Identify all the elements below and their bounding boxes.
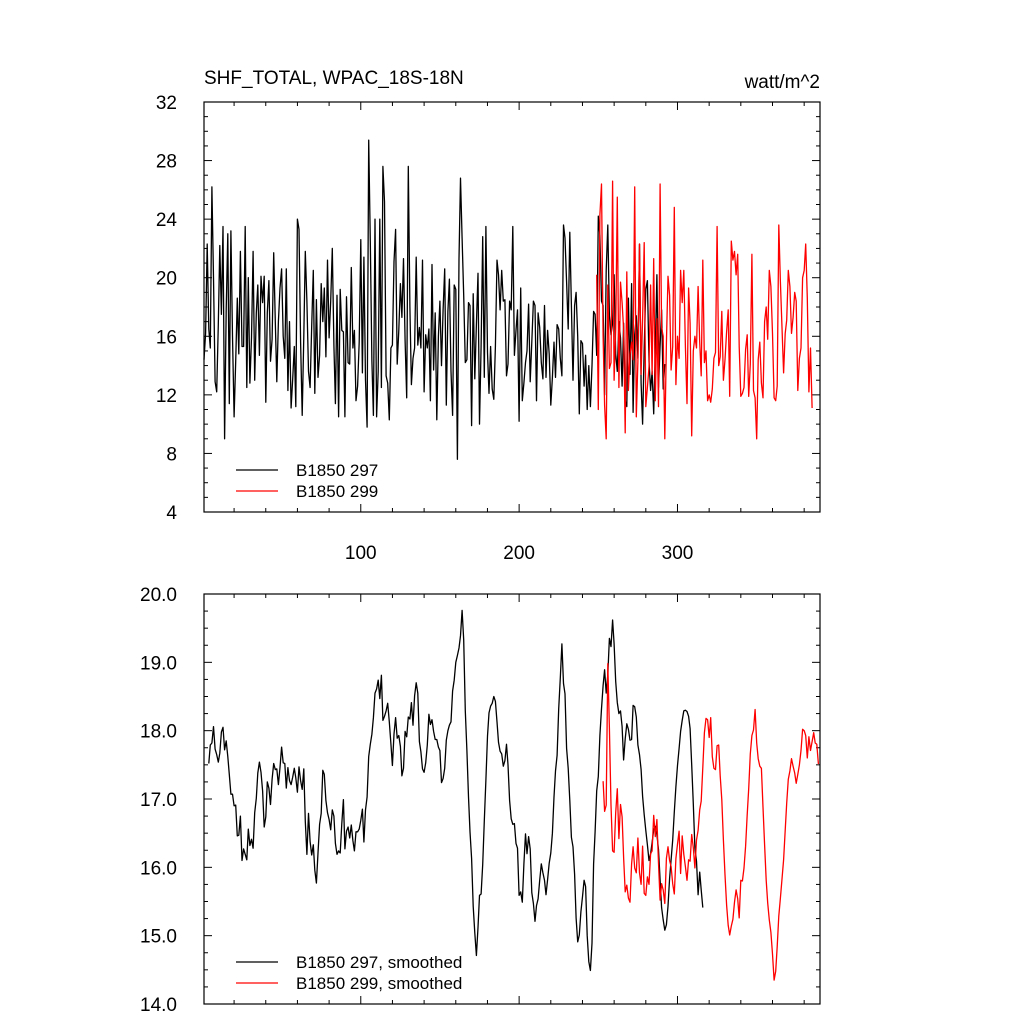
- top-series-line-1: [203, 139, 666, 460]
- top-x-tick-label: 100: [345, 543, 377, 564]
- bottom-chart-plot: 14.0 15.0 16.0 17.0 18.0 19.0 20.0: [140, 585, 821, 1016]
- top-chart: SHF_TOTAL, WPAC_18S-18N watt/m^2 4 8 12 16 2…: [156, 68, 821, 564]
- bottom-series-line-2: [602, 663, 820, 981]
- top-chart-plot: 4 8 12 16 20 24 28 32 100 200 300: [156, 93, 821, 564]
- top-chart-title: SHF_TOTAL, WPAC_18S-18N: [204, 68, 464, 89]
- top-y-tick-label: 32: [156, 93, 177, 114]
- top-y-tick-label: 8: [166, 444, 177, 465]
- bottom-y-tick-label: 17.0: [140, 790, 177, 811]
- top-y-tick-label: 24: [156, 210, 178, 231]
- top-x-tick-label: 200: [503, 543, 535, 564]
- bottom-y-tick-label: 15.0: [140, 927, 177, 948]
- bottom-chart-legend: B1850 297, smoothed B1850 299, smoothed: [236, 953, 462, 993]
- top-legend-label-2: B1850 299: [296, 482, 378, 501]
- top-y-tick-label: 28: [156, 152, 177, 173]
- top-legend-label-1: B1850 297: [296, 461, 378, 480]
- bottom-y-tick-label: 16.0: [140, 858, 177, 879]
- top-y-tick-label: 4: [166, 503, 177, 524]
- bottom-plot-frame: [203, 593, 821, 1005]
- top-y-tick-label: 20: [156, 269, 177, 290]
- top-x-tick-label: 300: [662, 543, 694, 564]
- top-chart-legend: B1850 297 B1850 299: [236, 461, 378, 501]
- top-y-tick-label: 16: [156, 327, 177, 348]
- bottom-y-tick-label: 14.0: [140, 995, 177, 1016]
- bottom-legend-label-2: B1850 299, smoothed: [296, 974, 462, 993]
- top-series-line-2: [596, 180, 813, 440]
- bottom-y-tick-label: 18.0: [140, 722, 177, 743]
- bottom-y-tick-label: 20.0: [140, 585, 177, 606]
- bottom-chart: 14.0 15.0 16.0 17.0 18.0 19.0 20.0 B1850 297, …: [140, 585, 821, 1016]
- bottom-series-line-1: [208, 609, 704, 972]
- bottom-legend-label-1: B1850 297, smoothed: [296, 953, 462, 972]
- bottom-y-tick-label: 19.0: [140, 653, 177, 674]
- top-chart-units: watt/m^2: [744, 72, 820, 93]
- top-y-tick-label: 12: [156, 386, 177, 407]
